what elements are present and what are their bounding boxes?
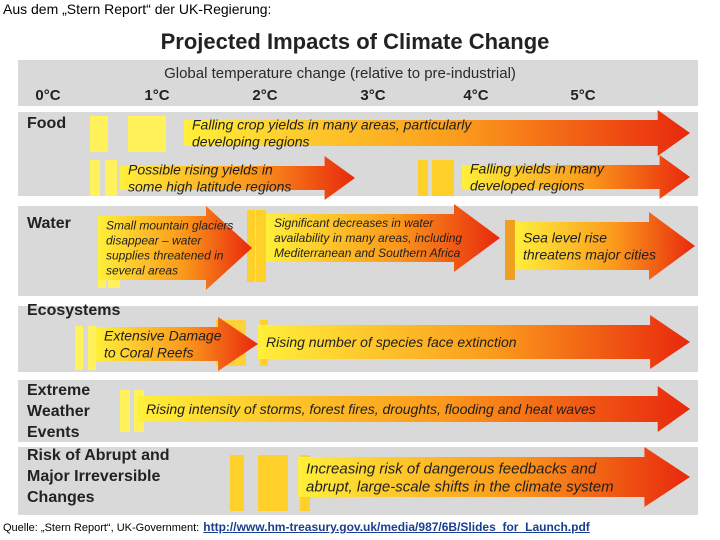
impact-arrow bbox=[258, 315, 690, 369]
impact-text: Increasing risk of dangerous feedbacks a… bbox=[306, 460, 614, 495]
range-marker bbox=[75, 326, 83, 370]
category-band bbox=[18, 380, 698, 442]
range-marker bbox=[134, 390, 144, 432]
impact-arrow bbox=[98, 206, 252, 290]
tick-label: 3°C bbox=[360, 87, 385, 104]
source-prefix: Quelle: „Stern Report“, UK-Government: bbox=[3, 522, 200, 534]
header-band bbox=[18, 60, 698, 106]
impact-arrow bbox=[298, 447, 690, 507]
impact-text: Sea level rise threatens major cities bbox=[523, 229, 656, 262]
range-marker bbox=[256, 210, 266, 282]
impact-arrow bbox=[96, 317, 258, 371]
category-band bbox=[18, 206, 698, 296]
range-marker bbox=[128, 116, 166, 152]
impact-text: Rising intensity of storms, forest fires… bbox=[146, 401, 596, 417]
category-band bbox=[18, 447, 698, 515]
range-marker bbox=[90, 160, 100, 196]
range-marker bbox=[108, 218, 120, 288]
tick-label: 2°C bbox=[252, 87, 277, 104]
category-label: Risk of Abrupt and Major Irreversible Chan… bbox=[27, 447, 170, 506]
tick-label: 0°C bbox=[35, 87, 60, 104]
impact-arrow bbox=[266, 204, 500, 272]
range-marker bbox=[216, 320, 246, 366]
range-marker bbox=[90, 116, 108, 152]
impact-arrow bbox=[184, 110, 690, 156]
impact-arrow bbox=[138, 386, 690, 432]
source-link[interactable]: http://www.hm-treasury.gov.uk/media/987/… bbox=[203, 520, 590, 534]
impact-text: Extensive Damage to Coral Reefs bbox=[104, 327, 222, 360]
tick-label: 5°C bbox=[570, 87, 595, 104]
page-heading: Aus dem „Stern Report“ der UK-Regierung: bbox=[3, 1, 272, 17]
range-marker bbox=[432, 160, 454, 196]
axis-label: Global temperature change (relative to p… bbox=[164, 65, 516, 82]
range-marker bbox=[120, 390, 130, 432]
impact-text: Rising number of species face extinction bbox=[266, 334, 517, 350]
impact-arrow bbox=[120, 156, 355, 200]
range-marker bbox=[88, 326, 96, 370]
category-band bbox=[18, 112, 698, 196]
source-line: Quelle: „Stern Report“, UK-Government: ht… bbox=[3, 520, 590, 534]
impact-arrow bbox=[515, 212, 695, 280]
chart-title: Projected Impacts of Climate Change bbox=[160, 29, 550, 54]
range-marker bbox=[247, 210, 255, 282]
category-label: Water bbox=[27, 215, 71, 232]
range-marker bbox=[260, 320, 268, 366]
range-marker bbox=[258, 455, 288, 511]
range-marker bbox=[98, 218, 106, 288]
range-marker bbox=[300, 455, 310, 511]
category-label: Food bbox=[27, 115, 66, 132]
category-label: Extreme Weather Events bbox=[27, 382, 90, 441]
category-label: Ecosystems bbox=[27, 302, 120, 319]
impact-text: Small mountain glaciers disappear – water… bbox=[106, 219, 233, 278]
range-marker bbox=[230, 455, 244, 511]
impact-text: Significant decreases in water availabili… bbox=[274, 216, 462, 260]
range-marker bbox=[105, 160, 117, 196]
impact-text: Falling crop yields in many areas, parti… bbox=[192, 116, 472, 149]
impact-arrow bbox=[462, 155, 690, 199]
category-band bbox=[18, 306, 698, 372]
range-marker bbox=[418, 160, 428, 196]
range-marker bbox=[505, 220, 515, 280]
tick-label: 1°C bbox=[144, 87, 169, 104]
impact-text: Falling yields in many developed regions bbox=[470, 160, 605, 193]
tick-label: 4°C bbox=[463, 87, 488, 104]
impact-text: Possible rising yields in some high latit… bbox=[128, 161, 291, 194]
